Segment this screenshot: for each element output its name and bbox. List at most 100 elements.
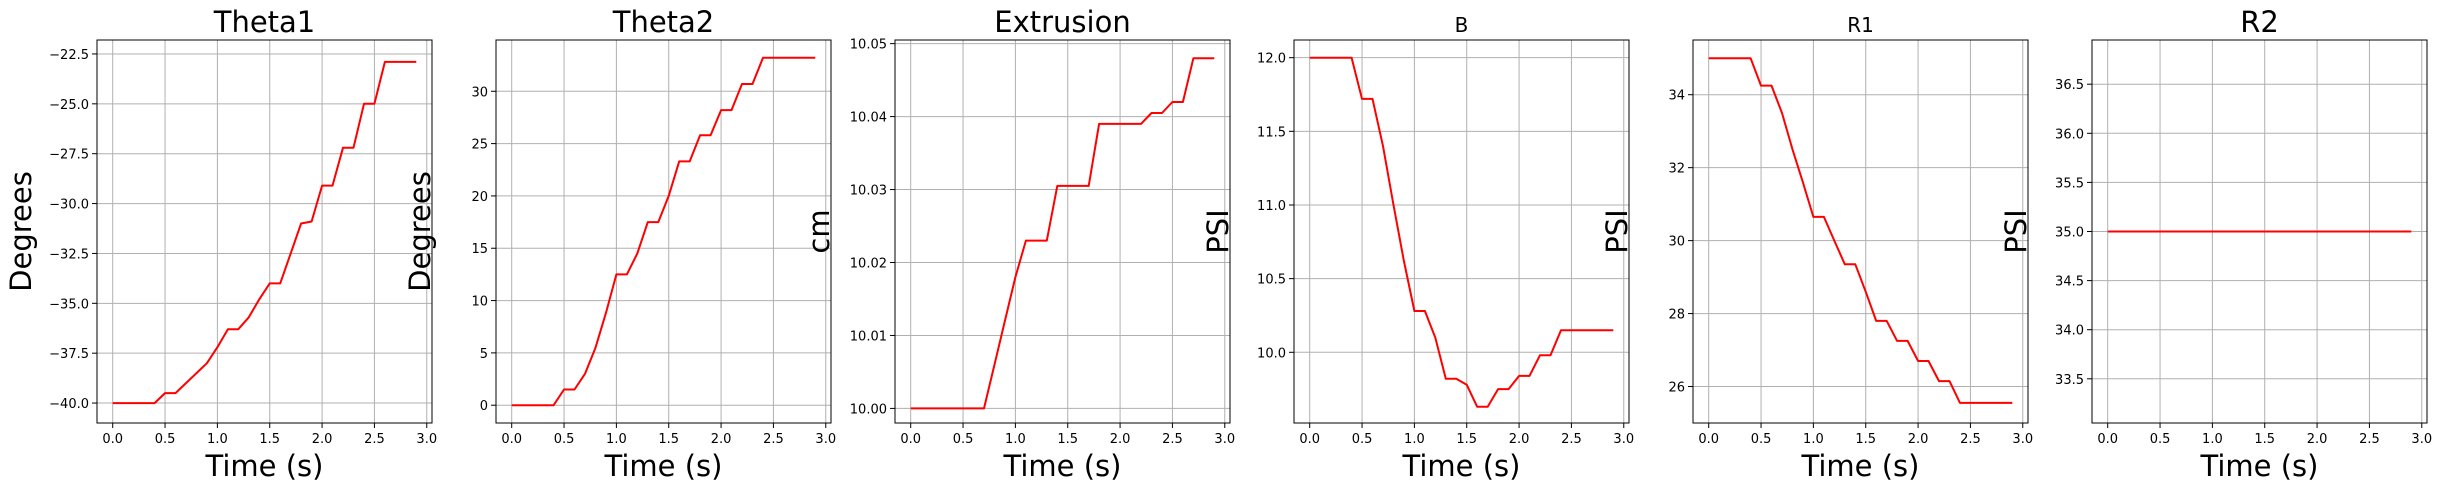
plot-frame: [894, 39, 1231, 424]
x-tick-label: 1.5: [2254, 432, 2275, 447]
y-tick-label: 36.0: [2055, 127, 2084, 142]
plot-frame: [1692, 39, 2029, 424]
y-tick-label: 32: [1668, 162, 1685, 177]
series-line-theta2: [511, 56, 816, 407]
subplot-theta1: 0.0 0.5 1.0 1.5 2.0 2.5 3.0 −40.0 −37.5 −35.0 −32.…: [4, 5, 437, 483]
x-tick-label: 0.0: [1698, 432, 1719, 447]
chart-title: B: [1455, 13, 1469, 37]
x-tick-label: 0.5: [2150, 432, 2171, 447]
y-axis-label: PSI: [1999, 209, 2033, 253]
x-tick-label: 2.0: [1110, 432, 1131, 447]
y-tick-label: −40.0: [49, 397, 89, 412]
x-axis-label: Time (s): [1801, 449, 1920, 483]
series-line-extrusion: [910, 57, 1215, 410]
x-tick-label: 2.0: [312, 432, 333, 447]
x-axis-label: Time (s): [604, 449, 723, 483]
y-tick-label: 10.05: [850, 38, 887, 53]
y-tick-label: 10.03: [850, 184, 887, 199]
x-tick-label: 3.0: [1613, 432, 1634, 447]
x-tick-label: 3.0: [416, 432, 437, 447]
y-tick-label: 10.5: [1257, 273, 1286, 288]
x-tick-label: 0.5: [155, 432, 176, 447]
x-tick-label: 0.5: [554, 432, 575, 447]
chart-title: Theta1: [213, 5, 316, 39]
y-tick-label: 35.5: [2055, 176, 2084, 191]
y-tick-label: 36.5: [2055, 78, 2084, 93]
x-tick-label: 2.0: [1908, 432, 1929, 447]
x-tick-label: 1.0: [606, 432, 627, 447]
x-tick-label: 0.5: [1352, 432, 1373, 447]
y-axis-label: Degrees: [403, 171, 437, 292]
x-tick-label: 2.5: [364, 432, 385, 447]
y-tick-label: 20: [471, 190, 488, 205]
x-tick-label: 1.5: [259, 432, 280, 447]
x-tick-label: 3.0: [2012, 432, 2033, 447]
chart-title: R2: [2240, 5, 2279, 39]
y-tick-label: 10.04: [850, 111, 887, 126]
x-tick-label: 2.5: [1561, 432, 1582, 447]
y-axis-label: PSI: [1201, 209, 1235, 253]
x-tick-label: 0.0: [2097, 432, 2118, 447]
y-tick-label: 35.0: [2055, 226, 2084, 241]
y-tick-label: 11.5: [1257, 125, 1286, 140]
series-line-b: [1309, 56, 1614, 408]
y-tick-label: −35.0: [49, 297, 89, 312]
chart-title: R1: [1847, 13, 1874, 37]
x-tick-label: 1.0: [2202, 432, 2223, 447]
chart-title: Theta2: [612, 5, 715, 39]
x-axis-label: Time (s): [1402, 449, 1521, 483]
x-tick-label: 0.5: [953, 432, 974, 447]
series-line-r1: [1708, 57, 2013, 404]
y-tick-label: 15: [471, 242, 488, 257]
subplot-theta2: 0.0 0.5 1.0 1.5 2.0 2.5 3.0 0 5 10 15 20 25 30 Theta2 T…: [403, 5, 836, 483]
x-tick-label: 1.0: [1005, 432, 1026, 447]
y-tick-label: 33.5: [2055, 373, 2084, 388]
x-tick-label: 0.0: [102, 432, 123, 447]
x-tick-label: 1.0: [207, 432, 228, 447]
y-tick-label: −27.5: [49, 148, 89, 163]
y-axis-label: cm: [802, 209, 836, 253]
x-tick-label: 2.0: [1509, 432, 1530, 447]
y-tick-label: 11.0: [1257, 199, 1286, 214]
x-axis-label: Time (s): [2200, 449, 2319, 483]
y-tick-label: −22.5: [49, 48, 89, 63]
x-tick-label: 2.0: [711, 432, 732, 447]
y-tick-label: 10.00: [850, 402, 887, 417]
subplot-extrusion: 0.0 0.5 1.0 1.5 2.0 2.5 3.0 10.00 10.01 10.02 10.0…: [802, 5, 1235, 483]
x-axis-label: Time (s): [205, 449, 324, 483]
y-tick-label: 0: [480, 399, 488, 414]
chart-title: Extrusion: [994, 5, 1130, 39]
subplot-r2: 0.0 0.5 1.0 1.5 2.0 2.5 3.0 33.5 34.0 34.5 35.0 35.…: [1999, 5, 2432, 483]
x-tick-label: 2.5: [1162, 432, 1183, 447]
y-tick-label: −30.0: [49, 198, 89, 213]
plot-frame: [96, 39, 433, 424]
y-tick-label: −25.0: [49, 98, 89, 113]
x-tick-label: 2.5: [2359, 432, 2380, 447]
y-tick-label: 12.0: [1257, 52, 1286, 67]
x-tick-label: 1.5: [658, 432, 679, 447]
y-axis-label: PSI: [1600, 209, 1634, 253]
y-tick-label: 10.0: [1257, 346, 1286, 361]
x-tick-label: 0.0: [501, 432, 522, 447]
x-tick-label: 0.0: [900, 432, 921, 447]
plot-frame: [2091, 39, 2428, 424]
plot-frame: [1293, 39, 1630, 424]
y-tick-label: 30: [1668, 235, 1685, 250]
y-tick-label: 30: [471, 85, 488, 100]
x-tick-label: 1.5: [1456, 432, 1477, 447]
y-tick-label: 34: [1668, 89, 1685, 104]
x-tick-label: 2.5: [1960, 432, 1981, 447]
y-tick-label: −37.5: [49, 347, 89, 362]
y-tick-label: 10.01: [850, 329, 887, 344]
y-tick-label: 25: [471, 138, 488, 153]
plot-frame: [495, 39, 832, 424]
y-tick-label: 26: [1668, 381, 1685, 396]
x-tick-label: 1.5: [1057, 432, 1078, 447]
x-tick-label: 1.0: [1404, 432, 1425, 447]
y-tick-label: 34.0: [2055, 324, 2084, 339]
x-tick-label: 2.5: [763, 432, 784, 447]
y-axis-label: Degrees: [4, 171, 38, 292]
x-axis-label: Time (s): [1003, 449, 1122, 483]
x-tick-label: 0.5: [1751, 432, 1772, 447]
